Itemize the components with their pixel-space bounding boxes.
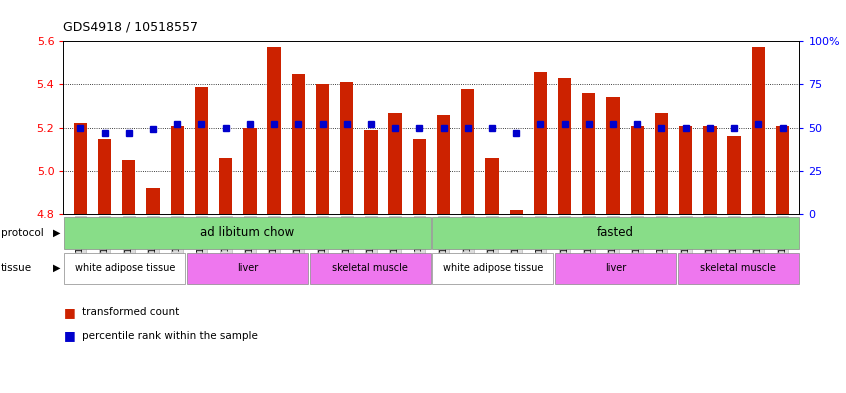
Text: ▶: ▶ [53, 263, 61, 273]
Text: liver: liver [605, 263, 626, 273]
Text: ▶: ▶ [53, 228, 61, 238]
Bar [146, 188, 160, 214]
Bar [64, 217, 431, 248]
Text: ad libitum chow: ad libitum chow [201, 226, 294, 239]
Bar [98, 138, 112, 214]
Bar [509, 210, 523, 214]
Text: liver: liver [237, 263, 258, 273]
Bar [437, 115, 450, 214]
Bar [776, 125, 789, 214]
Text: percentile rank within the sample: percentile rank within the sample [82, 331, 258, 341]
Bar [365, 130, 377, 214]
Bar [630, 125, 644, 214]
Text: ■: ■ [63, 329, 75, 343]
Text: white adipose tissue: white adipose tissue [442, 263, 543, 273]
Bar [292, 73, 305, 214]
Bar [728, 136, 741, 214]
Text: GDS4918 / 10518557: GDS4918 / 10518557 [63, 20, 199, 33]
Text: ■: ■ [63, 306, 75, 319]
Bar [122, 160, 135, 214]
Bar [486, 158, 498, 214]
Text: skeletal muscle: skeletal muscle [700, 263, 776, 273]
Bar [432, 253, 553, 284]
Bar [267, 47, 281, 214]
Bar [64, 253, 185, 284]
Text: skeletal muscle: skeletal muscle [332, 263, 408, 273]
Bar [555, 253, 676, 284]
Bar [607, 97, 620, 214]
Bar [558, 78, 571, 214]
Bar [678, 253, 799, 284]
Bar [340, 82, 354, 214]
Bar [432, 217, 799, 248]
Bar [74, 123, 87, 214]
Text: fasted: fasted [597, 226, 634, 239]
Bar [388, 112, 402, 214]
Text: protocol: protocol [1, 228, 44, 238]
Bar [219, 158, 233, 214]
Text: white adipose tissue: white adipose tissue [74, 263, 175, 273]
Bar [187, 253, 308, 284]
Bar [195, 86, 208, 214]
Text: tissue: tissue [1, 263, 32, 273]
Bar [316, 84, 329, 214]
Bar [655, 112, 668, 214]
Bar [582, 93, 596, 214]
Bar [751, 47, 765, 214]
Bar [461, 89, 475, 214]
Bar [243, 128, 256, 214]
Bar [310, 253, 431, 284]
Bar [413, 138, 426, 214]
Bar [679, 125, 692, 214]
Bar [171, 125, 184, 214]
Text: transformed count: transformed count [82, 307, 179, 318]
Bar [534, 72, 547, 214]
Bar [703, 125, 717, 214]
